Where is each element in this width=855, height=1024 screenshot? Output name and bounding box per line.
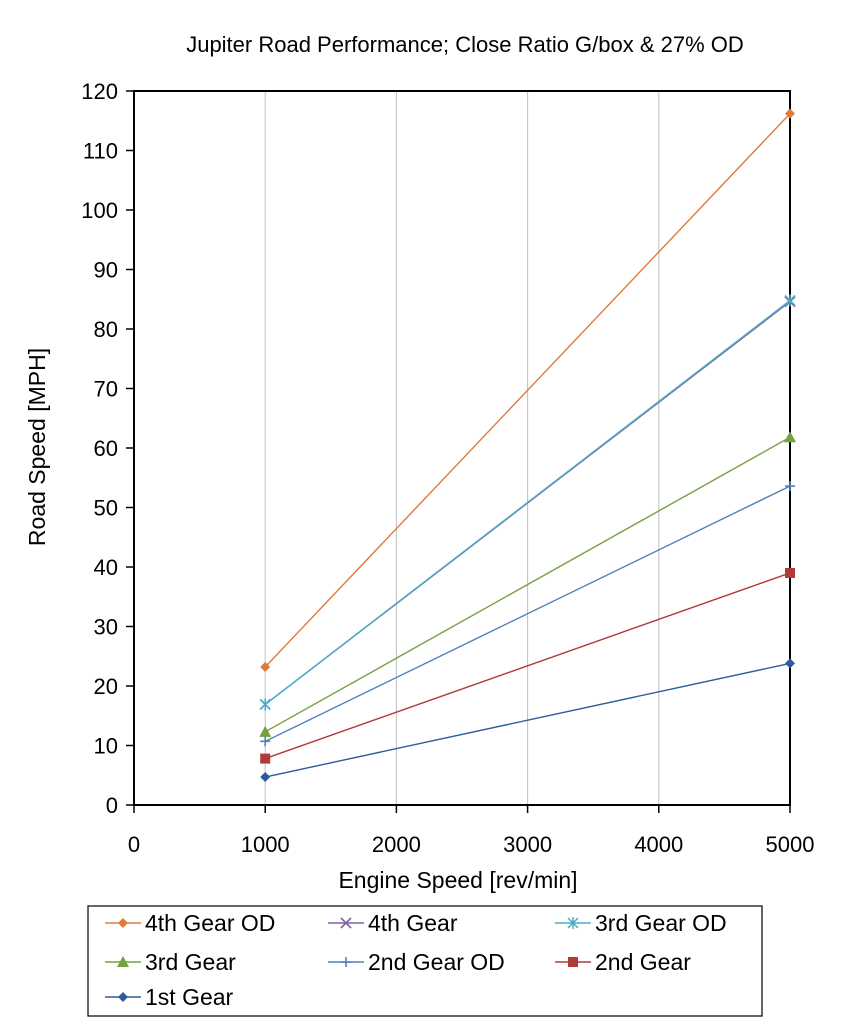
legend-label: 3rd Gear OD [595, 910, 727, 936]
y-tick-label: 100 [81, 198, 118, 223]
series-line [264, 436, 791, 733]
y-tick-label: 20 [94, 674, 118, 699]
legend-entry: 3rd Gear [105, 949, 236, 975]
legend-label: 2nd Gear OD [368, 949, 505, 975]
legend-label: 1st Gear [145, 984, 234, 1010]
y-tick-label: 10 [94, 734, 118, 759]
legend-label: 4th Gear OD [145, 910, 275, 936]
series-line [264, 572, 791, 760]
x-tick-label: 0 [128, 832, 140, 857]
legend-box [87, 905, 763, 1017]
series-line [264, 113, 791, 668]
data-point [341, 957, 351, 967]
data-point [568, 957, 578, 967]
chart-title: Jupiter Road Performance; Close Ratio G/… [186, 32, 744, 57]
legend-entry: 1st Gear [105, 984, 234, 1010]
data-point [118, 918, 128, 928]
legend-entry: 3rd Gear OD [555, 910, 727, 936]
series-group [259, 108, 796, 783]
data-point [785, 658, 795, 669]
series-line [264, 485, 791, 742]
legend-label: 2nd Gear [595, 949, 691, 975]
legend-entry: 4th Gear [328, 910, 458, 936]
legend: 4th Gear OD 4th Gear 3rd Gear OD 3rd Gear 2n… [87, 905, 763, 1017]
grid [264, 91, 660, 805]
series-3rd-gear-od [259, 294, 796, 711]
series-4th-gear-od [260, 108, 795, 672]
data-point [784, 294, 796, 307]
series-3rd-gear [259, 431, 796, 737]
legend-label: 4th Gear [368, 910, 458, 936]
data-point [785, 108, 795, 119]
series-2nd-gear [260, 567, 795, 764]
data-point [118, 992, 128, 1002]
y-axis-label: Road Speed [MPH] [24, 348, 50, 546]
data-point [260, 661, 271, 672]
data-point [260, 772, 271, 783]
y-tick-label: 60 [94, 436, 118, 461]
x-tick-label: 1000 [241, 832, 290, 857]
legend-entry: 2nd Gear [555, 949, 691, 975]
y-tick-label: 120 [81, 79, 118, 104]
data-point [260, 736, 271, 747]
y-tick-label: 50 [94, 496, 118, 521]
series-1st-gear [260, 658, 795, 783]
series-line [264, 299, 791, 705]
y-tick-label: 30 [94, 615, 118, 640]
data-point [117, 956, 129, 967]
series-2nd-gear-od [260, 481, 795, 747]
x-tick-label: 3000 [503, 832, 552, 857]
y-tick-label: 90 [94, 258, 118, 283]
data-point [785, 481, 795, 492]
x-tick-label: 2000 [372, 832, 421, 857]
x-axis-label: Engine Speed [rev/min] [338, 867, 577, 893]
legend-label: 3rd Gear [145, 949, 236, 975]
data-point [567, 917, 579, 929]
data-point [340, 917, 352, 929]
y-tick-label: 0 [106, 793, 118, 818]
legend-entry: 4th Gear OD [105, 910, 275, 936]
data-point [785, 567, 795, 578]
y-tick-label: 110 [83, 139, 118, 164]
data-point [259, 725, 272, 737]
y-tick-label: 40 [94, 555, 118, 580]
legend-entry: 2nd Gear OD [328, 949, 505, 975]
data-point [784, 431, 796, 443]
x-tick-label: 4000 [634, 832, 683, 857]
series-line [265, 662, 791, 778]
y-tick-label: 70 [94, 377, 118, 402]
data-point [259, 698, 271, 711]
x-tick-label: 5000 [766, 832, 815, 857]
y-tick-label: 80 [94, 317, 118, 342]
data-point [260, 753, 271, 764]
axis-ticks: 0 10 20 30 40 50 60 70 80 90 100 110 120 0 1000 2000 300… [81, 79, 814, 857]
